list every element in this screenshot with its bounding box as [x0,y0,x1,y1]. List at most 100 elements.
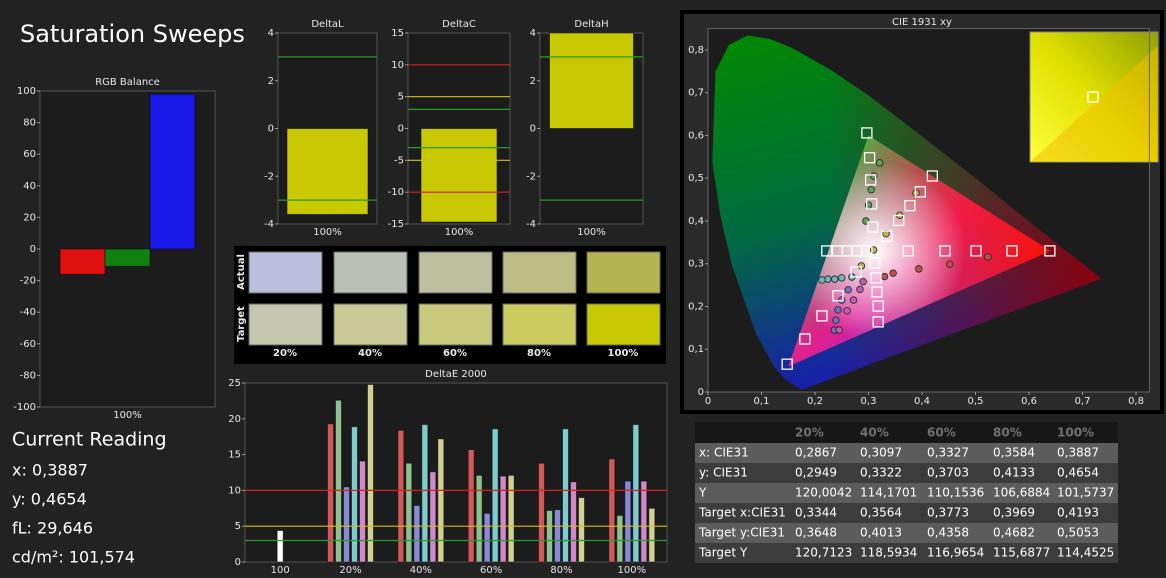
table-cell: 0,4654 [1057,466,1099,480]
actual-point [856,285,864,294]
target-point [902,245,914,257]
y-tick-label: 0 [398,124,404,135]
bar [467,449,475,563]
reading-line: cd/m²: 101,574 [12,548,135,567]
table-row-label: Target y:CIE31 [698,526,785,540]
table-cell: 0,5053 [1057,526,1099,540]
bar [538,462,545,563]
target-point [832,290,844,302]
bar [437,438,445,563]
target-point [872,316,884,328]
actual-point [849,296,858,304]
chart-title: DeltaH [574,19,608,30]
bar [475,474,483,563]
table-cell: 0,2867 [795,446,837,460]
target-point [1006,245,1018,257]
target-point [799,333,811,345]
swatch-target [333,303,408,346]
actual-point [889,269,897,277]
x-tick-label: 0,8 [1128,396,1144,407]
table-cell: 0,3969 [993,506,1035,520]
bar [640,480,648,563]
x-tick-label: 0,6 [1021,396,1037,407]
table-row-label: y: CIE31 [699,466,748,480]
x-tick-label: 40% [410,565,432,576]
reading-title: Current Reading [12,429,167,451]
reading-line: y: 0,4654 [12,490,87,509]
bar [104,248,151,267]
y-tick-label: 80 [23,118,36,129]
target-point [881,230,893,242]
y-tick-label: 4 [268,28,274,39]
actual-point [946,260,954,268]
y-tick-label: 100 [17,86,36,97]
target-point [870,272,882,284]
x-tick-label: 20% [339,565,361,576]
x-tick-label: 0 [705,396,711,407]
reading-line: fL: 29,646 [12,519,93,538]
target-point [970,245,982,257]
bar [546,509,553,563]
actual-point [831,275,839,283]
y-tick-label: -2 [264,171,274,182]
bar [549,32,634,129]
swatch-column-label: 100% [608,348,639,359]
target-point [893,214,905,227]
swatch-row-label: Target [236,306,247,342]
y-tick-label: 15 [391,28,404,39]
chart-title: CIE 1931 xy [892,17,952,28]
table-cell: 0,4682 [993,526,1035,540]
x-tick-label: 0,1 [754,396,770,407]
table-cell: 0,3327 [927,446,969,460]
target-point [872,300,884,312]
plot-area [244,382,668,563]
swatch-column-label: 20% [273,348,297,359]
swatch-column-label: 60% [443,348,467,359]
target-point [871,286,883,298]
swatch-target [502,303,577,346]
x-tick-label: 100% [313,227,342,238]
actual-point [835,326,843,334]
target-point [867,221,879,233]
gamut-white [788,135,1051,367]
y-tick-label: 0,8 [688,45,704,56]
y-tick-label: -4 [526,219,536,230]
table-cell: 0,4193 [1057,506,1099,520]
table-row-label: Y [698,486,707,500]
actual-point [876,159,884,167]
cie-background [708,28,1150,392]
x-tick-label: 60% [480,565,502,576]
table-cell: 101,5737 [1057,486,1114,500]
x-tick-label: 0,4 [914,396,930,407]
y-tick-label: 10 [228,485,241,496]
table-cell: 0,3773 [927,506,969,520]
bar [499,475,507,563]
y-tick-label: 20 [228,414,241,425]
table-cell: 0,2949 [795,466,837,480]
y-tick-label: 0,2 [688,301,704,312]
bar [335,399,342,563]
swatch-actual [502,251,577,294]
y-tick-label: 60 [23,149,36,160]
y-tick-label: -2 [526,171,536,182]
table-cell: 0,4358 [927,526,969,540]
x-tick-label: 100 [271,565,290,576]
bar [276,529,284,563]
y-tick-label: -80 [20,370,36,381]
bar [570,481,577,563]
x-tick-label: 80% [550,565,572,576]
table-cell: 0,3097 [860,446,902,460]
bar [507,474,515,563]
bar [327,423,334,563]
target-point [869,257,881,269]
actual-point [818,276,826,284]
swatch-row-label: Actual [236,254,247,290]
bar [608,458,616,563]
target-point [939,245,951,257]
actual-point [880,272,889,281]
y-tick-label: 0,1 [688,344,704,355]
y-tick-label: 0 [235,557,241,568]
bar [632,424,640,563]
table-cell: 0,3887 [1057,446,1099,460]
table-cell: 0,3344 [795,506,837,520]
